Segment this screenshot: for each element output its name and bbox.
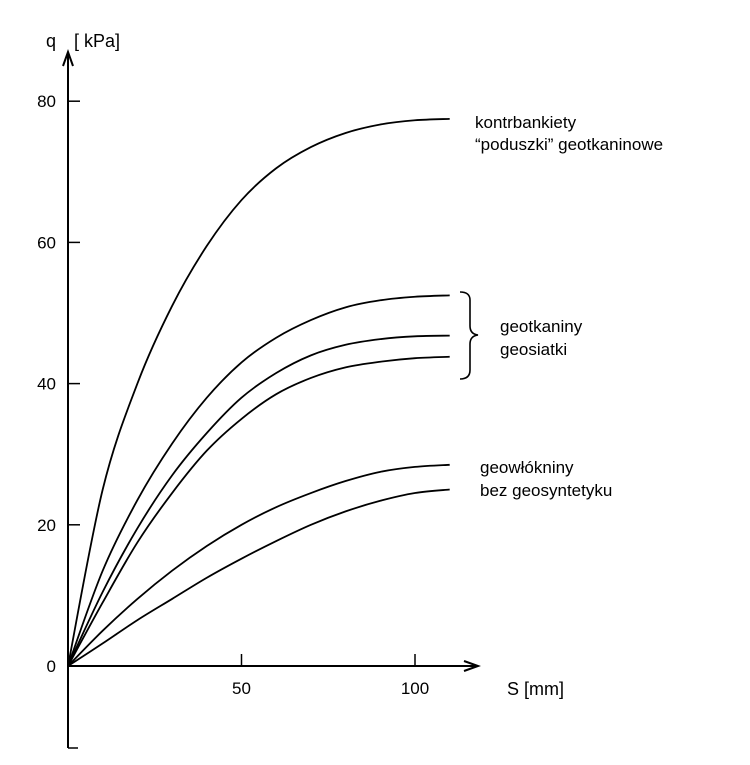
y-tick-label: 40 [37, 375, 56, 394]
y-axis-unit: [ kPa] [74, 31, 120, 51]
y-axis-symbol: q [46, 31, 56, 51]
series-line-4 [67, 355, 450, 667]
annotation-line: bez geosyntetyku [480, 481, 612, 500]
annotation-middle: geotkaniny geosiatki [459, 291, 583, 380]
y-tick-label: 60 [37, 233, 56, 252]
y-tick-label: 80 [37, 92, 56, 111]
annotation-line: geowłókniny [480, 458, 574, 477]
x-tick-label: 100 [401, 679, 429, 698]
annotation-line: kontrbankiety [475, 113, 577, 132]
annotation-bottom: geowłókniny bez geosyntetyku [480, 458, 612, 500]
annotation-line: “poduszki” geotkaninowe [475, 135, 663, 154]
annotation-top: kontrbankiety “poduszki” geotkaninowe [475, 113, 663, 154]
series-line-2 [67, 294, 450, 667]
y-tick-label: 20 [37, 516, 56, 535]
x-axis-label: S [mm] [507, 679, 564, 699]
series-line-3 [67, 334, 450, 667]
annotation-line: geosiatki [500, 340, 567, 359]
axes [62, 49, 481, 748]
y-axis-arrow [62, 49, 74, 67]
curly-brace [459, 291, 479, 380]
annotation-line: geotkaniny [500, 317, 583, 336]
curves [67, 117, 450, 667]
series-line-6 [67, 488, 450, 667]
ticks: 0 20 40 60 80 50 100 [37, 92, 429, 749]
series-line-5 [67, 463, 450, 667]
x-axis-arrow [463, 660, 481, 672]
y-tick-label: 0 [47, 657, 56, 676]
x-tick-label: 50 [232, 679, 251, 698]
series-line-1 [67, 117, 450, 667]
